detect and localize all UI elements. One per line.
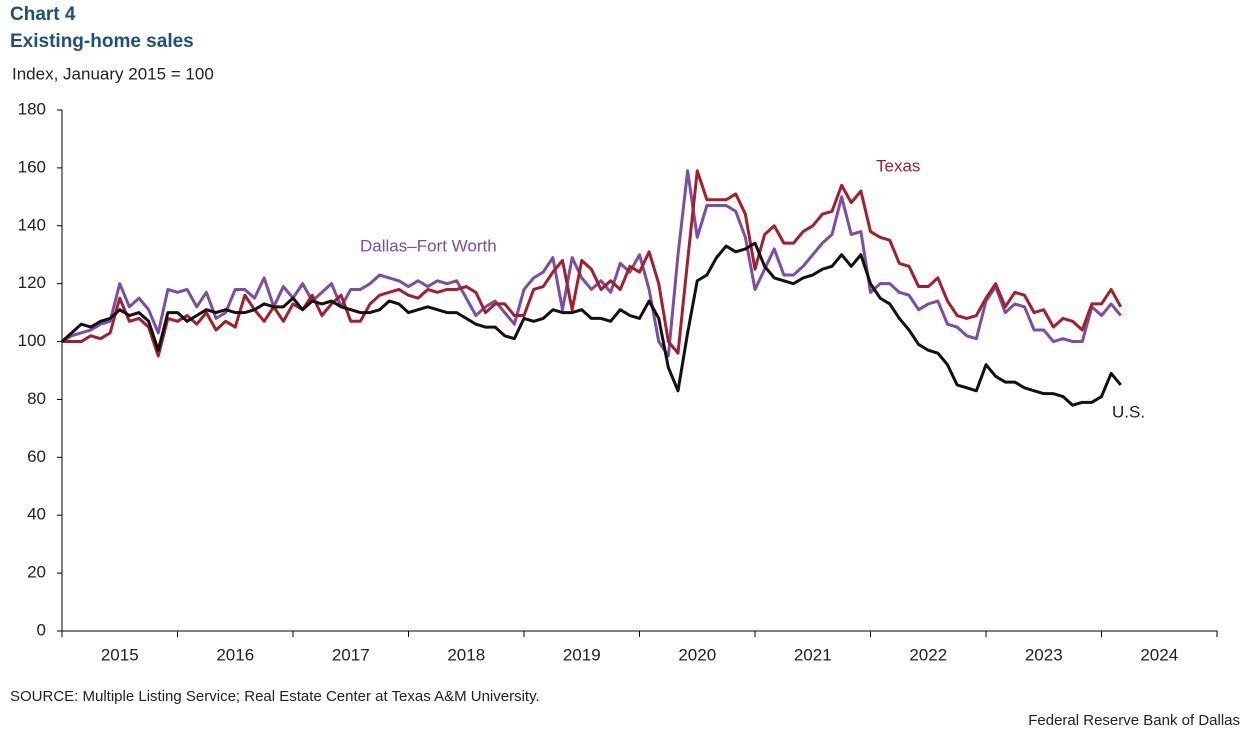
y-tick-label: 100 xyxy=(18,331,46,350)
x-tick-label: 2020 xyxy=(678,645,716,664)
y-tick-label: 180 xyxy=(18,99,46,118)
y-tick-label: 80 xyxy=(27,389,46,408)
x-tick-label: 2024 xyxy=(1140,645,1178,664)
y-tick-label: 40 xyxy=(27,505,46,524)
x-tick-label: 2023 xyxy=(1025,645,1063,664)
source-note: SOURCE: Multiple Listing Service; Real E… xyxy=(10,688,540,705)
y-tick-label: 160 xyxy=(18,157,46,176)
x-tick-label: 2022 xyxy=(909,645,947,664)
chart-title: Chart 4 xyxy=(10,4,76,25)
credit: Federal Reserve Bank of Dallas xyxy=(1028,712,1240,729)
series-label: Texas xyxy=(876,156,920,175)
y-tick-label: 120 xyxy=(18,273,46,292)
y-tick-label: 20 xyxy=(27,563,46,582)
series-label: U.S. xyxy=(1112,402,1145,421)
y-axis-label: Index, January 2015 = 100 xyxy=(12,64,214,83)
x-tick-label: 2019 xyxy=(563,645,601,664)
x-tick-label: 2021 xyxy=(794,645,832,664)
y-tick-label: 0 xyxy=(37,620,46,639)
x-tick-label: 2015 xyxy=(101,645,139,664)
series-line xyxy=(61,169,1122,358)
chart-subtitle: Existing-home sales xyxy=(10,31,194,52)
x-tick-label: 2018 xyxy=(447,645,485,664)
x-tick-label: 2017 xyxy=(332,645,370,664)
series-line xyxy=(60,241,1122,407)
y-tick-label: 60 xyxy=(27,447,46,466)
series-label: Dallas–Fort Worth xyxy=(360,236,497,255)
series-line xyxy=(62,169,1123,358)
x-tick-label: 2016 xyxy=(216,645,254,664)
y-tick-label: 140 xyxy=(18,215,46,234)
